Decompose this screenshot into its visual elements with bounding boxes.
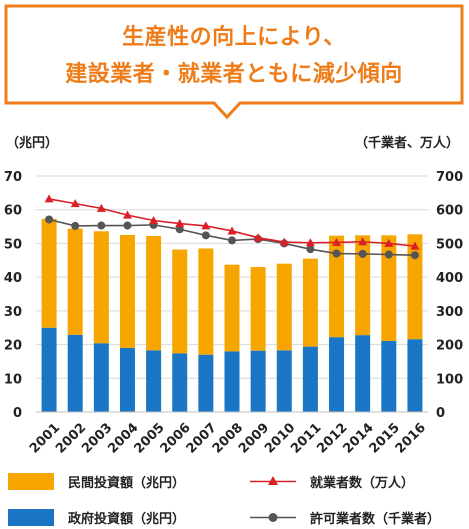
- government-bar: [407, 339, 423, 412]
- private-bar: [276, 263, 292, 351]
- headline: 生産性の向上により、 建設業者・就業者ともに減少傾向: [14, 14, 454, 98]
- workers-point: [70, 199, 80, 208]
- permits-point: [358, 249, 367, 258]
- government-bar: [276, 350, 292, 412]
- private-bar: [381, 235, 397, 341]
- private-bar: [67, 228, 83, 335]
- y-right-tick-label: 600: [436, 204, 463, 219]
- y-right-tick-label: 100: [436, 372, 463, 387]
- callout-frame: [4, 4, 464, 120]
- permits-point: [332, 249, 341, 258]
- government-bar: [146, 350, 162, 412]
- private-bar: [355, 235, 371, 336]
- government-bar: [224, 351, 240, 412]
- permits-point: [228, 236, 236, 245]
- headline-line-2: 建設業者・就業者ともに減少傾向: [65, 62, 403, 87]
- y-right-tick-label: 0: [436, 406, 445, 421]
- permits-point: [410, 251, 419, 260]
- permits-point: [306, 245, 315, 254]
- government-bar: [329, 337, 345, 412]
- private-bar: [41, 218, 57, 328]
- legend-label-workers: 就業者数（万人）: [310, 476, 415, 491]
- workers-point: [175, 219, 185, 228]
- government-bar: [67, 334, 83, 412]
- private-bar: [250, 267, 266, 351]
- legend-item-government: 政府投資額（兆円）: [8, 508, 185, 527]
- y-left-tick-label: 70: [4, 170, 22, 185]
- legend-swatch-government: [8, 509, 54, 526]
- bar-series: [41, 218, 423, 412]
- workers-point: [96, 203, 106, 212]
- y-right-tick-label: 300: [436, 305, 463, 320]
- private-bar: [119, 235, 135, 348]
- workers-point: [122, 210, 132, 219]
- permits-point: [175, 225, 184, 234]
- line-series: [44, 194, 420, 260]
- permits-point: [97, 221, 106, 230]
- government-bar: [355, 335, 371, 412]
- private-bar: [329, 235, 345, 338]
- government-bar: [198, 354, 214, 412]
- permits-point: [71, 221, 80, 230]
- x-tick-label: 2016: [393, 420, 429, 456]
- y-right-tick-label: 200: [436, 339, 463, 354]
- legend-swatch-private: [8, 473, 54, 490]
- y-left-tick-label: 40: [4, 271, 22, 286]
- headline-line-1: 生産性の向上により、: [122, 25, 346, 50]
- y-right-tick-label: 700: [436, 170, 463, 185]
- legend-item-workers: 就業者数（万人）: [250, 472, 414, 491]
- private-bar: [93, 231, 109, 344]
- y-left-tick-label: 50: [4, 237, 22, 252]
- workers-point: [410, 241, 420, 250]
- legend-item-private: 民間投資額（兆円）: [8, 472, 185, 491]
- permits-point: [201, 231, 210, 240]
- private-bar: [407, 234, 423, 340]
- government-bar: [41, 327, 57, 412]
- government-bar: [93, 343, 109, 412]
- right-axis-unit: （千業者、万人）: [354, 136, 459, 151]
- left-axis-unit: （兆円）: [6, 136, 59, 151]
- y-left-tick-label: 10: [4, 372, 22, 387]
- y-left-tick-label: 30: [4, 305, 22, 320]
- private-bar: [146, 236, 162, 351]
- private-bar: [224, 264, 240, 352]
- workers-point: [384, 238, 394, 247]
- legend-label-government: 政府投資額（兆円）: [68, 512, 186, 527]
- workers-point: [201, 221, 211, 230]
- government-bar: [250, 350, 266, 412]
- workers-point: [332, 237, 342, 246]
- permits-point: [45, 215, 54, 224]
- y-left-tick-label: 60: [4, 204, 22, 219]
- legend-label-permits: 許可業者数（千業者）: [310, 512, 441, 527]
- government-bar: [302, 346, 318, 412]
- private-bar: [172, 249, 188, 354]
- private-bar: [302, 258, 318, 347]
- workers-point: [358, 237, 368, 246]
- workers-point: [227, 226, 237, 235]
- permits-point: [123, 221, 132, 230]
- private-bar: [198, 248, 214, 355]
- legend-label-private: 民間投資額（兆円）: [68, 476, 186, 491]
- legend: 民間投資額（兆円） 政府投資額（兆円） 就業者数（万人） 許可業者数（千業者）: [0, 466, 469, 529]
- y-right-tick-label: 500: [436, 237, 463, 252]
- y-left-tick-label: 0: [13, 406, 22, 421]
- y-right-tick-label: 400: [436, 271, 463, 286]
- workers-point: [149, 216, 159, 225]
- workers-point: [44, 194, 54, 203]
- government-bar: [119, 347, 135, 412]
- legend-item-permits: 許可業者数（千業者）: [250, 508, 440, 527]
- government-bar: [172, 353, 188, 412]
- legend-marker-workers: [250, 476, 296, 485]
- headline-callout: [4, 4, 464, 120]
- workers-point: [253, 233, 263, 242]
- y-left-tick-label: 20: [4, 339, 22, 354]
- legend-marker-permits: [250, 513, 296, 522]
- workers-point: [279, 237, 289, 246]
- government-bar: [381, 340, 397, 412]
- workers-point: [305, 238, 315, 247]
- permits-point: [384, 250, 393, 259]
